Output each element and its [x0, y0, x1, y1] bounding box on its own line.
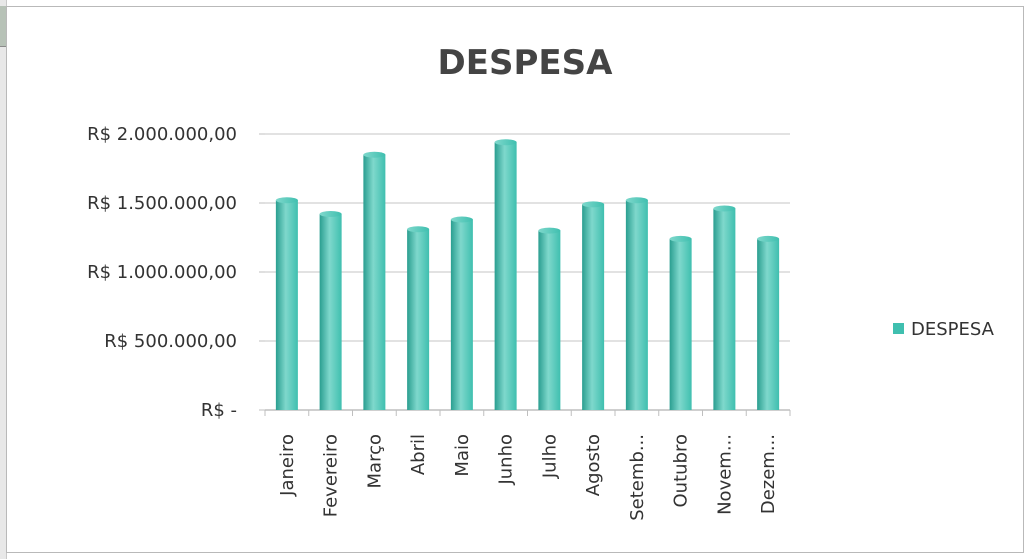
x-tick-label: Julho	[539, 434, 560, 479]
bar-cap	[713, 205, 736, 212]
bar	[494, 142, 517, 410]
bar-cap	[582, 201, 605, 208]
bar	[538, 230, 561, 410]
x-tick-label: Dezem...	[758, 434, 779, 514]
legend: DESPESA	[893, 319, 995, 340]
bar-cap	[319, 211, 342, 218]
legend-label: DESPESA	[911, 319, 995, 340]
x-tick-label: Março	[364, 434, 385, 488]
bar-cap	[757, 235, 780, 242]
bar	[669, 238, 692, 410]
x-tick-label: Setemb...	[627, 434, 648, 521]
bars	[275, 139, 780, 410]
bar	[757, 238, 780, 410]
chart-container[interactable]	[6, 6, 1024, 553]
x-tick-label: Novem...	[714, 434, 735, 515]
y-tick-label: R$ -	[201, 400, 237, 421]
bar	[363, 154, 386, 410]
bar	[713, 208, 736, 410]
bar-cap	[669, 235, 692, 242]
x-tick-label: Junho	[496, 434, 517, 486]
x-tick-label: Fevereiro	[321, 434, 342, 517]
bar	[450, 219, 473, 410]
y-tick-label: R$ 2.000.000,00	[87, 124, 237, 145]
x-tick-label: Janeiro	[277, 434, 298, 497]
bar	[625, 200, 648, 410]
x-tick-label: Outubro	[671, 434, 692, 508]
bar-cap	[407, 226, 430, 233]
x-axis	[264, 409, 791, 416]
worksheet-margin-tab	[0, 6, 6, 47]
chart-title: DESPESA	[438, 43, 614, 83]
bar-cap	[363, 151, 386, 158]
x-tick-label: Abril	[408, 434, 429, 475]
bar	[275, 200, 298, 410]
y-tick-label: R$ 500.000,00	[104, 331, 237, 352]
bar	[582, 204, 605, 410]
bar-cap	[625, 197, 648, 204]
x-tick-label: Maio	[452, 434, 473, 477]
bar-cap	[275, 197, 298, 204]
gridlines	[265, 133, 790, 342]
x-tick-label: Agosto	[583, 434, 604, 496]
x-axis-labels: Janeiro Fevereiro Março Abril Maio Junho Julho…	[277, 434, 779, 521]
bar	[319, 214, 342, 410]
bar-cap	[494, 139, 517, 146]
legend-swatch	[893, 323, 904, 334]
bar-cap	[450, 216, 473, 223]
y-tick-label: R$ 1.500.000,00	[87, 193, 237, 214]
bar-cap	[538, 227, 561, 234]
y-tick-label: R$ 1.000.000,00	[87, 262, 237, 283]
bar	[407, 229, 430, 410]
y-axis-ticks: R$ - R$ 500.000,00 R$ 1.000.000,00 R$ 1.500…	[87, 124, 265, 421]
